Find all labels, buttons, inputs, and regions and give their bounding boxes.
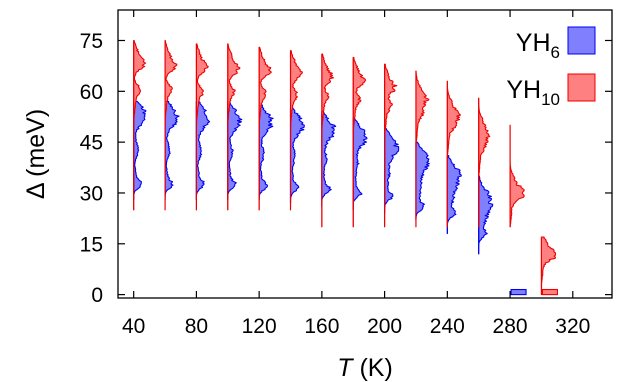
gap-distribution-yh10-160K: [321, 53, 335, 228]
gap-distribution-yh6-160K: [321, 111, 337, 208]
x-tick-label: 240: [430, 315, 465, 338]
histogram-area: [195, 100, 211, 201]
axes: [117, 9, 613, 299]
gap-distribution-yh10-300K: [540, 236, 558, 296]
tick-labels: 40 80 120 160 200 240 280 320 0 15 30 45 60 75: [80, 30, 591, 338]
gap-distribution-yh10-200K: [384, 63, 398, 228]
histogram-area: [227, 100, 243, 201]
legend-label-yh6: YH6: [516, 29, 560, 62]
y-axis-title: Δ (meV): [22, 109, 50, 199]
gap-distribution-yh10-100K: [227, 43, 241, 211]
histogram-area: [258, 104, 274, 201]
legend-swatch-yh10: [567, 73, 596, 102]
y-tick-label: 45: [80, 132, 103, 155]
gap-distribution-yh6-60K: [164, 100, 180, 201]
x-tick-label: 40: [122, 315, 145, 338]
plot-frame: [117, 9, 613, 299]
gap-distribution-yh6-260K: [478, 175, 494, 255]
gap-distribution-yh10-120K: [258, 46, 272, 211]
legend-label-yh10: YH10: [506, 76, 560, 109]
gap-distribution-yh6-280K: [510, 288, 527, 296]
gap-distribution-yh10-260K: [478, 97, 491, 228]
y-tick-label: 15: [80, 233, 103, 256]
y-tick-label: 60: [80, 81, 103, 104]
gap-distribution-yh10-60K: [164, 39, 178, 211]
gap-distribution-yh10-280K: [509, 124, 525, 228]
collapsed-gap-bar: [541, 288, 558, 296]
gap-distribution-yh10-220K: [415, 70, 430, 228]
histogram-area: [509, 124, 525, 228]
y-tick-label: 30: [80, 182, 103, 205]
x-tick-label: 320: [555, 315, 590, 338]
gap-distribution-yh6-220K: [415, 141, 430, 221]
collapsed-gap-bar: [510, 288, 527, 296]
histogram-area: [289, 107, 305, 204]
legend-swatch-yh6: [567, 26, 596, 55]
gap-distribution-yh6-80K: [195, 100, 211, 201]
gap-distribution-yh10-240K: [446, 80, 462, 228]
histogram-area: [133, 100, 147, 201]
histogram-area: [384, 128, 400, 214]
gap-distribution-yh6-120K: [258, 104, 274, 201]
histogram-area: [540, 236, 556, 296]
x-tick-label: 80: [185, 315, 208, 338]
x-tick-label: 200: [367, 315, 402, 338]
histogram-area: [164, 100, 180, 201]
gap-distribution-yh10-80K: [195, 43, 209, 211]
y-tick-label: 75: [80, 30, 103, 53]
gap-distribution-yh6-240K: [446, 155, 462, 235]
histogram-area: [415, 141, 430, 221]
gap-distribution-yh6-180K: [352, 117, 368, 211]
x-tick-label: 160: [304, 315, 339, 338]
gap-distribution-yh6-40K: [133, 100, 147, 201]
histogram-area: [478, 175, 494, 255]
plot-area: [133, 39, 558, 296]
histogram-area: [446, 155, 462, 235]
y-tick-label: 0: [91, 284, 103, 307]
histogram-area: [352, 117, 368, 211]
gap-distribution-yh6-200K: [384, 128, 400, 214]
gap-distribution-yh6-100K: [227, 100, 243, 201]
x-axis-title: T (K): [337, 354, 393, 382]
x-tick-label: 280: [493, 315, 528, 338]
legend: YH6 YH10: [506, 26, 596, 109]
gap-distribution-yh6-140K: [289, 107, 305, 204]
histogram-area: [321, 111, 337, 208]
gap-distribution-yh10-180K: [352, 56, 367, 228]
x-tick-label: 120: [242, 315, 277, 338]
gap-distribution-yh10-140K: [289, 50, 303, 211]
gap-distribution-yh10-40K: [133, 39, 147, 211]
